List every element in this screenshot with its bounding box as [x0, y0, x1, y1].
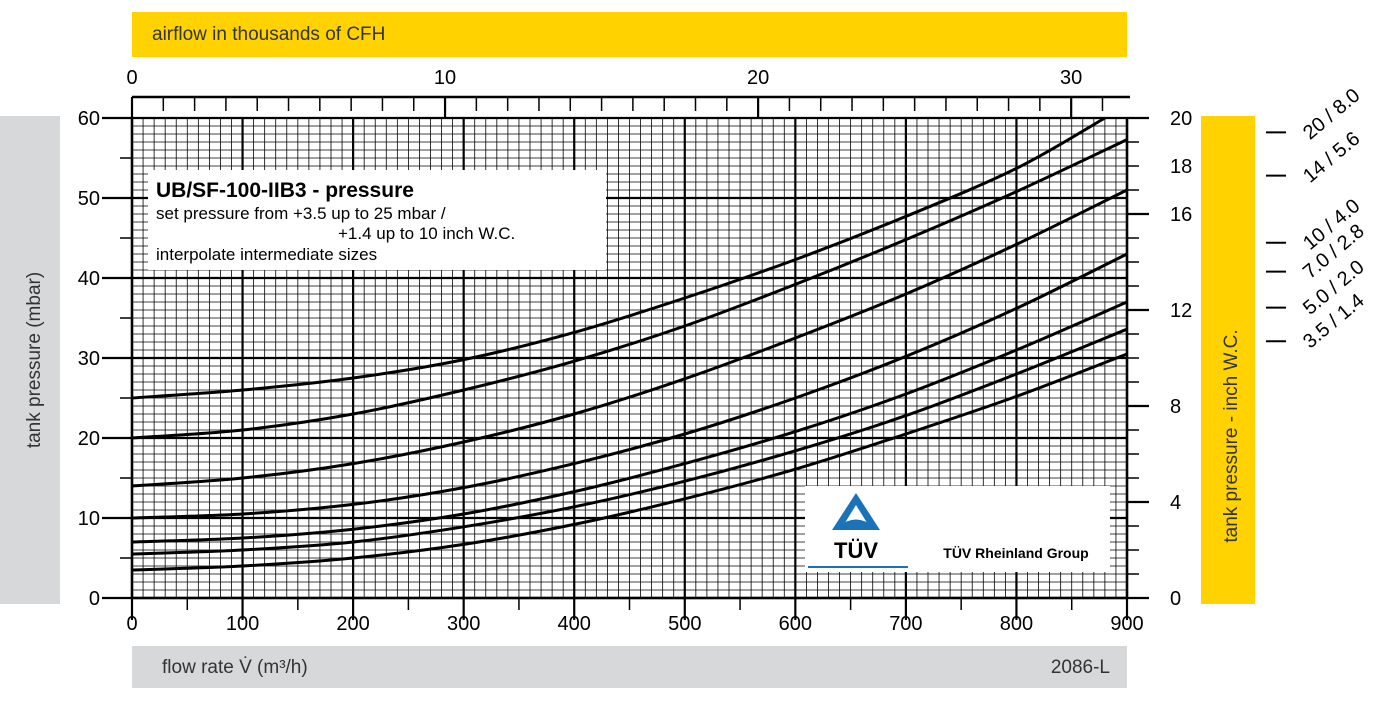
x2-tick-label: 0 [126, 67, 137, 89]
info-line-1: set pressure from +3.5 up to 25 mbar / [156, 204, 446, 223]
series-line-6 [131, 327, 1128, 556]
y-tick-label: 60 [78, 108, 100, 130]
series-line-7 [131, 352, 1128, 572]
y-tick-label: 40 [78, 268, 100, 290]
plot-axes: 0 100 200 300 400 500 600 700 800 900010203040506… [78, 67, 1193, 635]
x-tick-label: 200 [336, 613, 369, 635]
y2-tick-label: 12 [1170, 300, 1192, 322]
right-axis-band [1201, 116, 1255, 604]
series-line-2 [131, 138, 1128, 440]
x-tick-label: 500 [668, 613, 701, 635]
x-tick-label: 0 [126, 613, 137, 635]
x2-tick-label: 20 [747, 67, 769, 89]
y2-axis-label: tank pressure - inch W.C. [1221, 329, 1242, 542]
tuv-logo: TÜV TÜV Rheinland Group [805, 486, 1110, 572]
y2-tick-label: 0 [1170, 588, 1181, 610]
series-legend: 20 / 8.014 / 5.610 / 4.07.0 / 2.85.0 / 2… [1266, 84, 1369, 353]
x2-tick-label: 30 [1060, 67, 1082, 89]
tuv-logo-text: TÜV [834, 538, 878, 563]
x-tick-label: 900 [1110, 613, 1143, 635]
y2-tick-label: 16 [1170, 204, 1192, 226]
left-axis-band [0, 116, 60, 604]
y-tick-label: 50 [78, 188, 100, 210]
x-tick-label: 600 [779, 613, 812, 635]
y-tick-label: 10 [78, 508, 100, 530]
x-axis-label: flow rate V̇ (m³/h) [162, 657, 308, 678]
bottom-axis-band [132, 646, 1127, 688]
x-tick-label: 700 [889, 613, 922, 635]
y-axis-label: tank pressure (mbar) [24, 272, 45, 448]
top-axis-band [132, 12, 1127, 57]
y2-tick-label: 8 [1170, 396, 1181, 418]
x-tick-label: 800 [1000, 613, 1033, 635]
tuv-triangle-icon [832, 493, 880, 530]
x-tick-label: 400 [558, 613, 591, 635]
series-curves [131, 116, 1128, 572]
info-box: UB/SF-100-IIB3 - pressure set pressure f… [148, 170, 606, 270]
chart-title: UB/SF-100-IIB3 - pressure [156, 179, 414, 202]
x2-tick-label: 10 [434, 67, 456, 89]
series-line-1 [131, 116, 1106, 400]
series-line-3 [131, 188, 1128, 488]
info-line-3: interpolate intermediate sizes [156, 245, 377, 264]
series-line-4 [131, 252, 1128, 520]
x-tick-label: 300 [447, 613, 480, 635]
y-tick-label: 0 [89, 588, 100, 610]
series-line-5 [131, 300, 1128, 544]
x2-axis-label: airflow in thousands of CFH [152, 24, 385, 45]
tuv-logo-subtitle: TÜV Rheinland Group [943, 545, 1088, 561]
y2-tick-label: 4 [1170, 492, 1181, 514]
x-tick-label: 100 [226, 613, 259, 635]
chart-code: 2086-L [1051, 657, 1110, 678]
y2-tick-label: 20 [1170, 108, 1192, 130]
y-tick-label: 30 [78, 348, 100, 370]
y2-tick-label: 18 [1170, 156, 1192, 178]
y-tick-label: 20 [78, 428, 100, 450]
info-line-2: +1.4 up to 10 inch W.C. [338, 224, 515, 243]
